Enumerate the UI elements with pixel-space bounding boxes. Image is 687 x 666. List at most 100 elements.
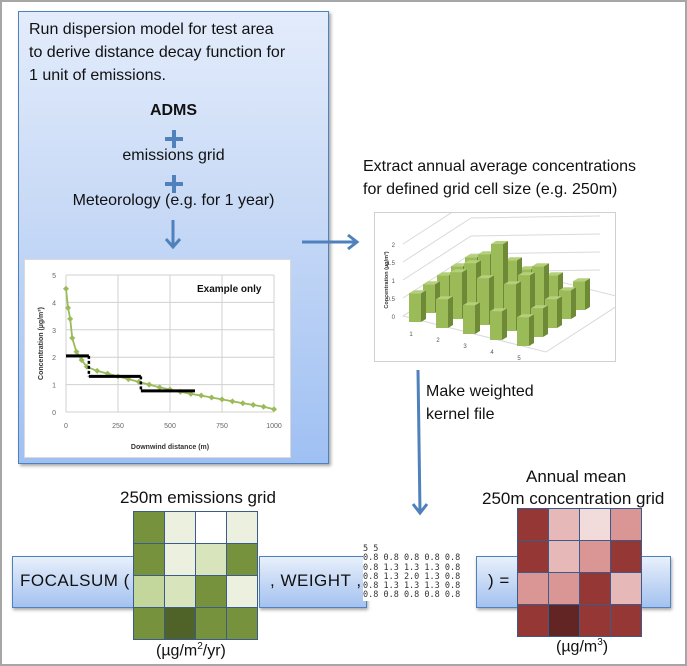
data-point bbox=[83, 363, 90, 370]
unit-prefix: (µg/m bbox=[156, 642, 198, 660]
bar-side bbox=[421, 290, 426, 322]
emissions-grid-cell bbox=[165, 544, 195, 575]
unit-sup: 3 bbox=[597, 637, 603, 648]
focalsum-label: FOCALSUM ( bbox=[20, 571, 130, 590]
z-gridline bbox=[402, 233, 601, 281]
concentration-grid-title-2: 250m concentration grid bbox=[482, 489, 665, 508]
emissions-grid-title: 250m emissions grid bbox=[120, 488, 276, 507]
data-point bbox=[73, 348, 80, 355]
bar-side bbox=[585, 278, 590, 310]
bar-top bbox=[477, 275, 494, 279]
data-point bbox=[65, 304, 72, 311]
concentration-grid-cell bbox=[611, 509, 641, 540]
arrow-down-icon bbox=[411, 370, 429, 516]
unit-suffix: /yr) bbox=[202, 642, 226, 660]
emissions-grid-cell bbox=[165, 576, 195, 607]
kernel-row: 0.8 0.8 0.8 0.8 0.8 bbox=[363, 590, 461, 601]
bar-top bbox=[409, 290, 426, 294]
concentration-grid-cell bbox=[518, 605, 548, 636]
data-point bbox=[63, 285, 69, 292]
z-gridline bbox=[402, 215, 601, 263]
input-adms: ADMS bbox=[149, 102, 198, 119]
emissions-grid-unit: (µg/m2/yr) bbox=[156, 641, 226, 660]
bar-front bbox=[490, 311, 502, 340]
bar-top bbox=[545, 296, 562, 300]
data-point bbox=[94, 367, 101, 374]
dispersion-model-box: Run dispersion model for test area to de… bbox=[18, 11, 329, 464]
bar-top bbox=[505, 257, 522, 261]
arrow-right-icon bbox=[302, 233, 360, 251]
bar-top bbox=[531, 305, 548, 309]
weight-bar bbox=[259, 556, 367, 608]
concentration-grid-cell bbox=[549, 573, 579, 604]
bar-top bbox=[436, 296, 453, 300]
x-tick-label: 4 bbox=[490, 350, 494, 356]
x-tick-label: 1 bbox=[409, 332, 413, 338]
emissions-grid-cell bbox=[165, 512, 195, 543]
distance-decay-chart: 0 1 2 3 4 5 0 250 500 750 1000 Downwind distance (m… bbox=[24, 259, 291, 458]
bar-side bbox=[448, 296, 453, 328]
bar-top bbox=[546, 272, 563, 276]
z-tick-label: 1.5 bbox=[387, 261, 396, 267]
emissions-grid-cell bbox=[134, 608, 164, 639]
concentration-grid-cell bbox=[549, 509, 579, 540]
unit-prefix: (µg/m bbox=[556, 638, 598, 656]
data-point bbox=[69, 335, 76, 342]
kernel-header: 5 5 bbox=[363, 544, 379, 554]
concentration-grid-cell bbox=[518, 541, 548, 572]
unit-sup: 2 bbox=[197, 641, 203, 652]
step3-line-2: kernel file bbox=[426, 406, 495, 423]
bar-side bbox=[557, 296, 562, 328]
data-point bbox=[260, 403, 267, 410]
emissions-grid-cell bbox=[196, 576, 226, 607]
bar-front bbox=[409, 293, 421, 322]
concentration-grid-cell bbox=[611, 605, 641, 636]
concentration-grid-cell bbox=[518, 509, 548, 540]
emissions-grid-cell bbox=[227, 544, 257, 575]
step2-line-1: Extract annual average concentrations bbox=[363, 158, 637, 175]
plus-icon bbox=[165, 175, 183, 193]
concentration-grid-cell bbox=[611, 573, 641, 604]
bar-top bbox=[519, 266, 536, 270]
step2-description: Extract annual average concentrations fo… bbox=[363, 155, 636, 201]
x-tick-label: 500 bbox=[164, 423, 176, 430]
bar-side bbox=[529, 314, 534, 346]
plus-icon bbox=[165, 130, 183, 148]
emissions-grid-cell bbox=[134, 512, 164, 543]
z-tick-label: 0.5 bbox=[387, 297, 396, 303]
emissions-grid-cell bbox=[134, 544, 164, 575]
y-tick-label: 0 bbox=[52, 410, 56, 417]
y-tick-label: 4 bbox=[52, 300, 56, 307]
bar-top bbox=[423, 281, 440, 285]
step1-line-3: 1 unit of emissions. bbox=[29, 67, 166, 84]
step2-line-2: for defined grid cell size (e.g. 250m) bbox=[363, 181, 618, 198]
weighted-kernel-file: 5 5 0.8 0.8 0.8 0.8 0.8 0.8 1.3 1.3 1.3 0.… bbox=[363, 544, 461, 601]
input-emissions-grid: emissions grid bbox=[122, 147, 225, 164]
result-bar-end bbox=[640, 556, 671, 608]
emissions-grid-cell bbox=[227, 608, 257, 639]
concentration-grid bbox=[517, 508, 642, 637]
y-tick-label: 3 bbox=[52, 328, 56, 335]
bar-top bbox=[573, 278, 590, 282]
data-point bbox=[198, 392, 205, 399]
step1-description: Run dispersion model for test area to de… bbox=[29, 18, 324, 87]
data-point bbox=[271, 406, 277, 413]
bar-top bbox=[532, 263, 549, 267]
concentration-grid-unit: (µg/m3) bbox=[556, 637, 608, 656]
concentration-grid-cell bbox=[580, 573, 610, 604]
concentration-3d-chart: 0 0.5 1 1.5 2 Concentration (µg/m³) 1 2 3 4 5 bbox=[374, 197, 630, 362]
bar-top bbox=[504, 281, 521, 285]
concentration-grid-cell bbox=[580, 605, 610, 636]
z-tick-label: 1 bbox=[392, 279, 396, 285]
distance-decay-chart-svg: 0 1 2 3 4 5 0 250 500 750 1000 Downwind distance (m… bbox=[38, 273, 282, 451]
bar-front bbox=[517, 317, 529, 346]
kernel-row: 0.8 1.3 2.0 1.3 0.8 bbox=[363, 571, 461, 582]
data-point bbox=[250, 401, 257, 408]
x-tick-label: 750 bbox=[216, 423, 228, 430]
concentration-grid-cell bbox=[580, 509, 610, 540]
emissions-grid-cell bbox=[196, 544, 226, 575]
focalsum-bar bbox=[12, 556, 136, 608]
bar-top bbox=[491, 241, 508, 244]
